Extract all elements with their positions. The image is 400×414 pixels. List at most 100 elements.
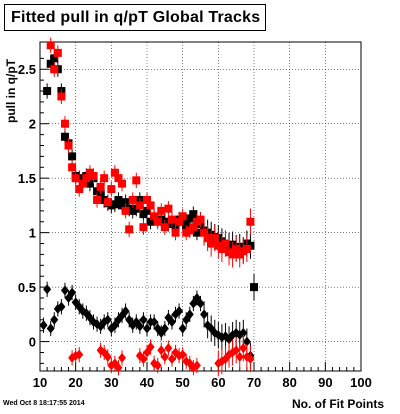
x-tick-label: 30	[104, 375, 118, 390]
data-point-diamond	[46, 323, 55, 334]
data-point-square	[146, 201, 155, 210]
data-point-diamond	[200, 309, 209, 320]
data-point-square	[185, 214, 194, 223]
x-tick-label: 20	[68, 375, 82, 390]
data-point-diamond	[167, 316, 176, 327]
data-point-square	[68, 163, 77, 172]
data-point-square	[132, 176, 141, 185]
data-point-diamond	[50, 314, 59, 325]
data-point-diamond	[160, 351, 169, 362]
data-point-square	[153, 217, 162, 226]
y-tick-label: 2.5	[18, 62, 36, 77]
data-point-square	[157, 206, 166, 215]
data-point-square	[246, 217, 255, 226]
x-tick-label: 40	[140, 375, 154, 390]
data-point-square	[171, 228, 180, 237]
data-point-diamond	[43, 284, 52, 295]
data-point-diamond	[139, 354, 148, 365]
x-tick-label: 80	[282, 375, 296, 390]
data-point-square	[121, 206, 130, 215]
y-axis-label: pull in q/pT	[4, 59, 18, 123]
data-point-square	[93, 195, 102, 204]
data-point-square	[228, 250, 237, 259]
x-axis-label: No. of Fit Points	[292, 397, 384, 411]
y-axis-label-wrap: pull in q/pT	[2, 36, 20, 146]
data-point-square	[118, 179, 127, 188]
data-point-diamond	[103, 351, 112, 362]
data-point-diamond	[143, 323, 151, 334]
grid-lines	[40, 42, 361, 371]
data-point-square	[210, 234, 219, 243]
data-point-square	[207, 239, 216, 248]
data-point-diamond	[196, 298, 205, 309]
data-point-square	[178, 212, 187, 221]
data-point-square	[71, 174, 80, 183]
data-point-square	[167, 215, 176, 224]
data-point-square	[46, 59, 55, 68]
data-point-square	[60, 132, 69, 141]
data-point-square	[60, 119, 69, 128]
y-tick-label: 1.5	[18, 171, 36, 186]
chart-title: Fitted pull in q/pT Global Tracks	[11, 9, 261, 26]
x-tick-label: 10	[33, 375, 47, 390]
data-point-diamond	[242, 336, 251, 347]
plot-frame	[39, 41, 362, 372]
data-point-diamond	[192, 360, 201, 371]
data-point-square	[53, 48, 62, 57]
data-point-diamond	[103, 314, 112, 325]
data-point-diamond	[146, 342, 155, 353]
data-point-square	[160, 223, 169, 232]
data-point-diamond	[185, 309, 194, 320]
data-point-square	[150, 212, 159, 221]
data-point-square	[107, 185, 116, 194]
data-point-square	[189, 223, 198, 232]
data-point-diamond	[114, 362, 123, 373]
data-point-square	[250, 283, 258, 292]
data-point-square	[146, 217, 155, 226]
data-point-square	[50, 65, 59, 74]
data-point-square	[68, 152, 77, 161]
data-point-diamond	[153, 360, 162, 371]
data-point-square	[217, 244, 226, 253]
data-point-diamond	[68, 287, 77, 298]
data-point-diamond	[160, 323, 169, 334]
data-point-square	[110, 200, 119, 209]
data-point-square	[57, 92, 66, 101]
data-point-diamond	[235, 351, 244, 362]
chart-title-box: Fitted pull in q/pT Global Tracks	[4, 4, 266, 31]
data-point-square	[143, 206, 151, 215]
data-point-square	[143, 195, 151, 204]
data-point-square	[203, 234, 212, 243]
data-point-diamond	[157, 345, 166, 356]
data-point-diamond	[175, 306, 184, 317]
data-point-square	[110, 168, 119, 177]
data-point-diamond	[246, 354, 255, 365]
data-point-diamond	[164, 343, 173, 354]
data-point-square	[85, 179, 94, 188]
data-point-square	[121, 198, 130, 207]
data-point-square	[221, 239, 230, 248]
data-point-square	[175, 217, 184, 226]
data-point-square	[128, 195, 137, 204]
data-point-diamond	[150, 316, 159, 327]
data-point-square	[192, 228, 201, 237]
data-point-diamond	[178, 349, 187, 360]
data-point-diamond	[121, 306, 130, 317]
data-point-square	[114, 174, 123, 183]
data-point-diamond	[167, 354, 176, 365]
data-point-square	[100, 174, 109, 183]
timestamp-footer: Wed Oct 8 18:17:55 2014	[3, 400, 85, 407]
data-point-square	[64, 141, 73, 150]
data-point-square	[103, 198, 112, 207]
data-point-diamond	[135, 321, 144, 332]
y-tick-label: 0	[29, 335, 36, 350]
data-point-diamond	[232, 345, 241, 356]
x-tick-label: 60	[211, 375, 225, 390]
y-tick-label: 2	[29, 117, 36, 132]
data-point-diamond	[178, 323, 187, 334]
data-point-square	[139, 223, 148, 232]
data-point-square	[96, 182, 105, 191]
data-point-square	[200, 228, 209, 237]
data-point-square	[164, 204, 173, 213]
data-point-square	[46, 41, 55, 50]
